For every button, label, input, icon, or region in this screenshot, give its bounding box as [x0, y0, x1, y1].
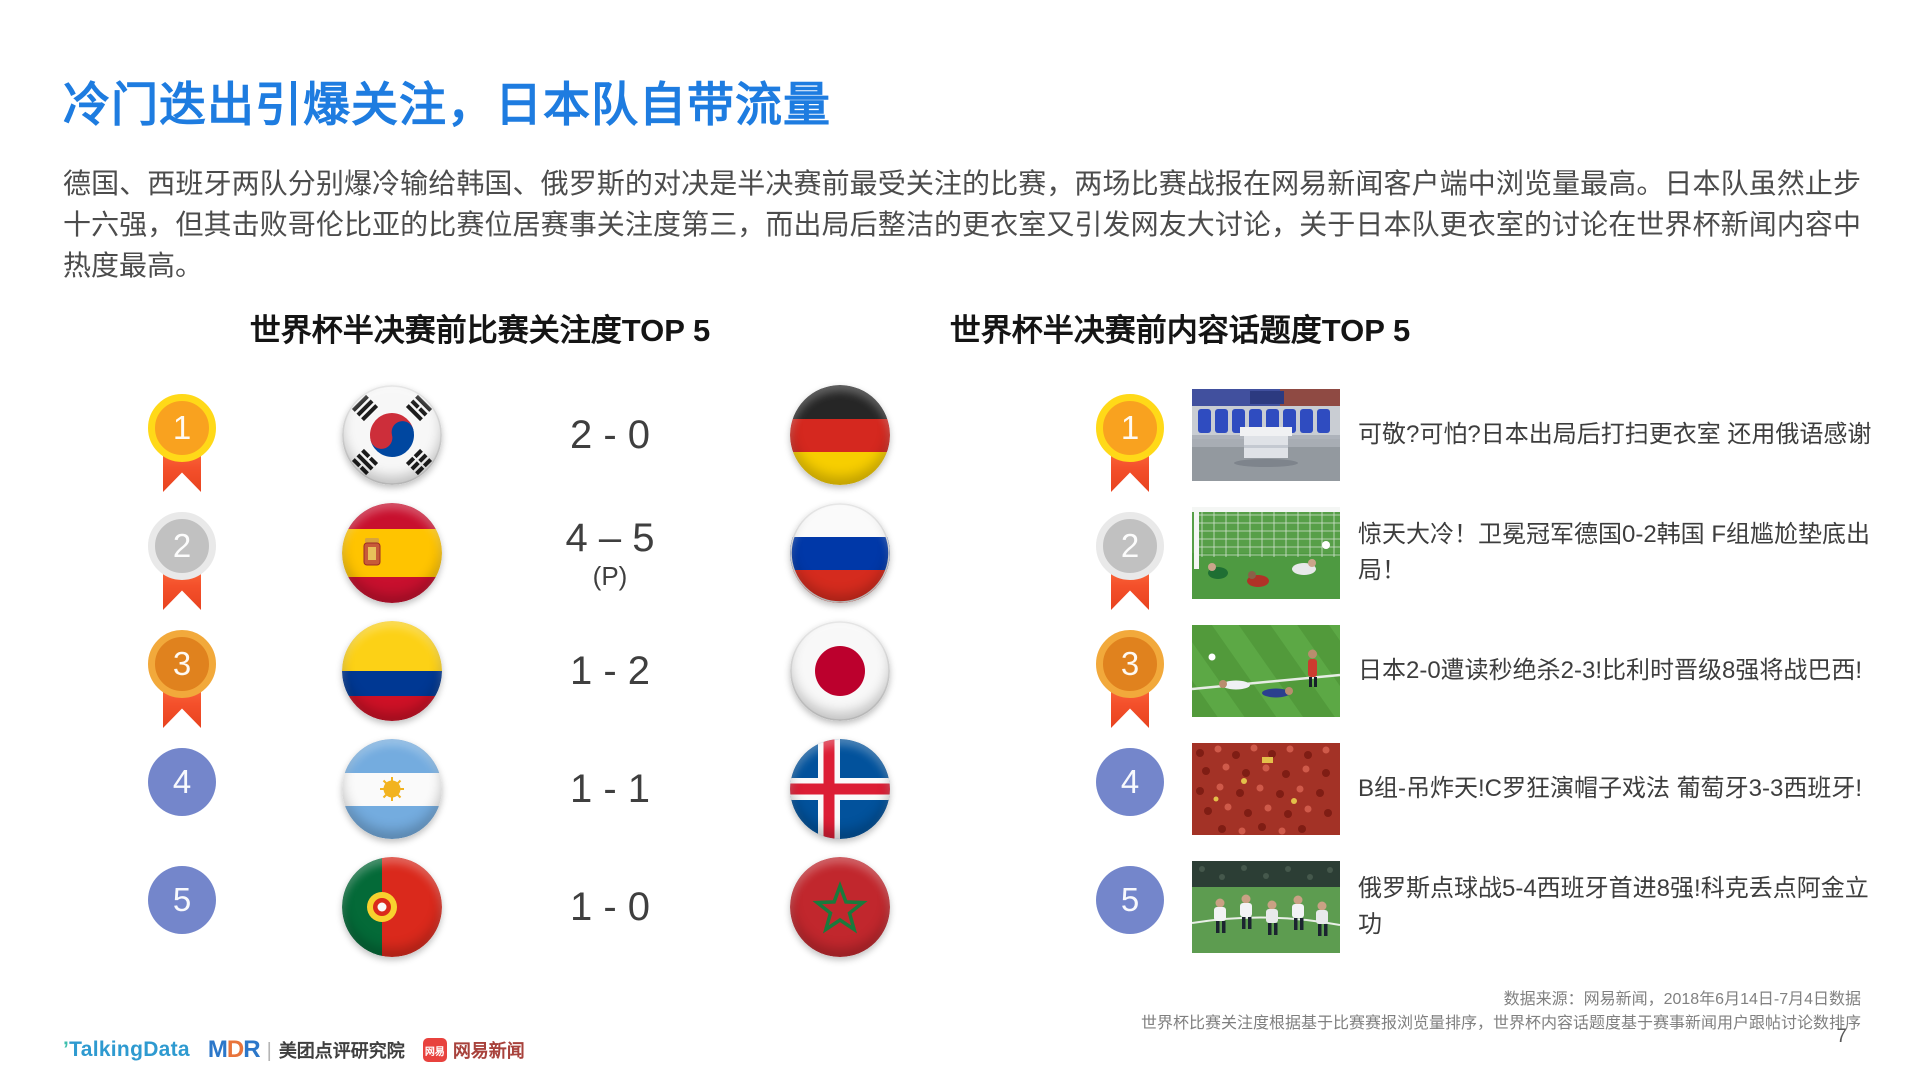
- right-ranking-title: 世界杯半决赛前内容话题度TOP 5: [949, 313, 1411, 348]
- rank-number: 4: [172, 763, 192, 800]
- match-row-3: 3 1 - 2: [130, 616, 930, 728]
- source-line-2: 世界杯比赛关注度根据基于比赛赛报浏览量排序，世界杯内容话题度基于赛事新闻用户跟帖…: [1140, 1015, 1861, 1032]
- rank-number: 2: [172, 527, 192, 564]
- netease-label: 网易新闻: [452, 1041, 525, 1061]
- flag-portugal-icon: [342, 857, 442, 957]
- flag-iceland-icon: [790, 739, 890, 839]
- news-photo-goal-scene: [1192, 507, 1340, 599]
- rank-number: 1: [172, 409, 192, 446]
- news-row-3: 3 日本2-0遭读秒绝杀2-3!比利时晋级8强将战巴西!: [1090, 616, 1890, 728]
- score-text: 1 - 1: [569, 767, 651, 811]
- news-headline: 可敬?可怕?日本出局后打扫更衣室 还用俄语感谢: [1358, 421, 1872, 448]
- meituan-dianping-research-logo: MDR | 美团点评研究院: [208, 1036, 405, 1064]
- news-headline: B组-吊炸天!C罗狂演帽子戏法 葡萄牙3-3西班牙!: [1358, 775, 1863, 802]
- rank-number: 1: [1120, 409, 1140, 446]
- flag-germany-icon: [790, 385, 890, 485]
- talkingdata-tick-icon: ’: [63, 1038, 70, 1061]
- rank-number: 5: [1120, 881, 1140, 918]
- match-score: 1 - 1: [495, 734, 725, 844]
- left-ranking-title: 世界杯半决赛前比赛关注度TOP 5: [249, 313, 711, 348]
- bronze-medal-icon: 3: [148, 630, 216, 734]
- news-row-1: 1 可敬?可怕?日本出局后打扫更衣室 还用俄语感谢: [1090, 380, 1890, 492]
- score-text: 4 – 5: [565, 516, 655, 560]
- rank-number: 5: [172, 881, 192, 918]
- rank-number: 3: [172, 645, 192, 682]
- flag-colombia-icon: [342, 621, 442, 721]
- page-number: 7: [1836, 1026, 1847, 1047]
- netease-news-logo: 网易 网易新闻: [422, 1037, 525, 1063]
- news-row-2: 2 惊天大冷！卫冕冠军德国0-2韩国 F组尴尬垫底出局！: [1090, 498, 1890, 610]
- news-row-5: 5 俄罗斯点球战5-4西班牙首进8强!科克丢点阿金立功: [1090, 852, 1890, 962]
- news-photo-red-crowd: [1192, 743, 1340, 835]
- news-photo-locker-room: [1192, 389, 1340, 481]
- mdr-label: 美团点评研究院: [278, 1041, 405, 1061]
- match-score: 1 - 0: [495, 852, 725, 962]
- silver-medal-icon: 2: [148, 512, 216, 616]
- match-row-5: 5 1 - 0: [130, 852, 930, 962]
- match-score: 2 - 0: [495, 380, 725, 490]
- match-row-1: 1 2 - 0: [130, 380, 930, 492]
- silver-medal-icon: 2: [1096, 512, 1164, 616]
- rank-number: 3: [1120, 645, 1140, 682]
- data-source-note: 数据来源：网易新闻，2018年6月14日-7月4日数据 世界杯比赛关注度根据基于…: [1141, 988, 1861, 1036]
- rank-4-badge-icon: 4: [1096, 748, 1164, 852]
- gold-medal-icon: 1: [148, 394, 216, 498]
- bronze-medal-icon: 3: [1096, 630, 1164, 734]
- news-headline: 日本2-0遭读秒绝杀2-3!比利时晋级8强将战巴西!: [1358, 657, 1863, 684]
- logo-separator: |: [266, 1040, 272, 1062]
- flag-argentina-icon: [342, 739, 442, 839]
- flag-morocco-icon: [790, 857, 890, 957]
- rank-number: 4: [1120, 763, 1140, 800]
- score-text: 2 - 0: [569, 413, 651, 457]
- footer-logos: ’TalkingData MDR | 美团点评研究院 网易 网易新闻: [63, 1036, 525, 1064]
- rank-5-badge-icon: 5: [1096, 866, 1164, 970]
- score-text: 1 - 0: [569, 885, 651, 929]
- score-note: (P): [592, 561, 628, 591]
- rank-4-badge-icon: 4: [148, 748, 216, 852]
- score-text: 1 - 2: [569, 649, 651, 693]
- gold-medal-icon: 1: [1096, 394, 1164, 498]
- news-photo-team-celebration: [1192, 861, 1340, 953]
- flag-japan-icon: [790, 621, 890, 721]
- rank-number: 2: [1120, 527, 1140, 564]
- talkingdata-logo: ’TalkingData: [63, 1038, 190, 1061]
- match-row-2: 2 4 – 5 (P): [130, 498, 930, 610]
- match-score: 4 – 5 (P): [495, 498, 725, 608]
- match-row-4: 4 1 - 1: [130, 734, 930, 844]
- rank-5-badge-icon: 5: [148, 866, 216, 970]
- source-line-1: 数据来源：网易新闻，2018年6月14日-7月4日数据: [1503, 991, 1861, 1008]
- body-paragraph: 德国、西班牙两队分别爆冷输给韩国、俄罗斯的对决是半决赛前最受关注的比赛，两场比赛…: [63, 168, 1861, 281]
- news-photo-dejected-players: [1192, 625, 1340, 717]
- news-headline: 惊天大冷！卫冕冠军德国0-2韩国 F组尴尬垫底出局！: [1358, 521, 1871, 584]
- netease-badge-icon: 网易: [422, 1038, 447, 1062]
- match-score: 1 - 2: [495, 616, 725, 726]
- news-row-4: 4 B组-吊炸天!C罗狂演帽子戏法 葡萄牙3-3西班牙!: [1090, 734, 1890, 844]
- flag-spain-icon: [342, 503, 442, 603]
- flag-south-korea-icon: [342, 385, 442, 485]
- page-title: 冷门迭出引爆关注，日本队自带流量: [63, 78, 831, 131]
- news-headline: 俄罗斯点球战5-4西班牙首进8强!科克丢点阿金立功: [1358, 875, 1869, 938]
- flag-russia-icon: [790, 503, 890, 603]
- mdr-letters: MDR: [207, 1036, 261, 1063]
